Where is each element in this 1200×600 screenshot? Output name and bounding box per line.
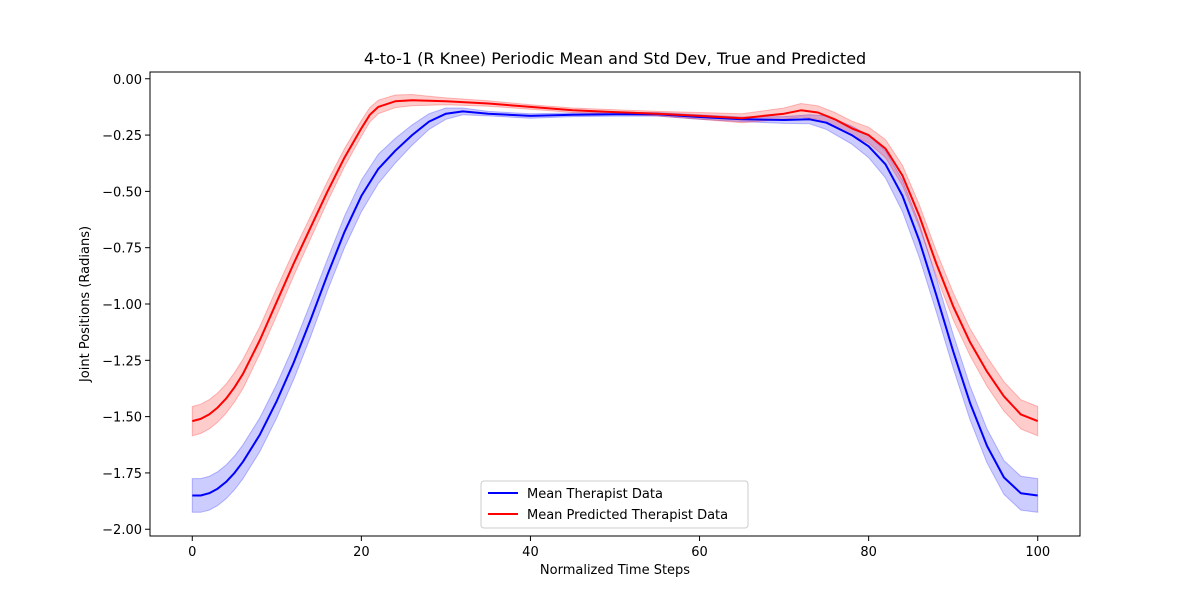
x-tick-label: 80 xyxy=(860,545,877,560)
mean-line-predicted xyxy=(192,99,1039,423)
mean-line-therapist xyxy=(192,110,1038,497)
y-tick-label: 0.00 xyxy=(113,73,142,88)
x-tick-label: 60 xyxy=(691,545,708,560)
y-tick-label: −0.50 xyxy=(102,185,142,200)
x-tick-label: 100 xyxy=(1025,545,1050,560)
legend-label-therapist: Mean Therapist Data xyxy=(527,487,663,502)
x-tick-label: 0 xyxy=(188,545,196,560)
y-tick-label: −0.25 xyxy=(102,129,142,144)
std-band-predicted xyxy=(191,93,1039,437)
y-tick-label: −1.00 xyxy=(102,298,142,313)
x-axis-label: Normalized Time Steps xyxy=(540,563,690,578)
legend-box xyxy=(480,480,749,529)
x-tick-label: 20 xyxy=(353,545,370,560)
y-tick-label: −1.25 xyxy=(102,354,142,369)
x-tick-label: 40 xyxy=(522,545,539,560)
legend-label-predicted: Mean Predicted Therapist Data xyxy=(527,508,728,523)
y-tick-label: −1.75 xyxy=(102,467,142,482)
y-axis-label: Joint Positions (Radians) xyxy=(78,226,93,383)
plot-area xyxy=(191,93,1039,513)
y-tick-label: −0.75 xyxy=(102,242,142,257)
y-tick-label: −1.50 xyxy=(102,411,142,426)
axes: 0 20 40 60 80 100 0.00 −0.25 −0.50 −0.75 −1.00 −1.2… xyxy=(102,71,1081,560)
chart-title: 4-to-1 (R Knee) Periodic Mean and Std De… xyxy=(364,49,866,68)
y-tick-label: −2.00 xyxy=(102,523,142,538)
legend: Mean Therapist Data Mean Predicted Thera… xyxy=(480,480,749,529)
std-band-therapist xyxy=(191,107,1039,513)
